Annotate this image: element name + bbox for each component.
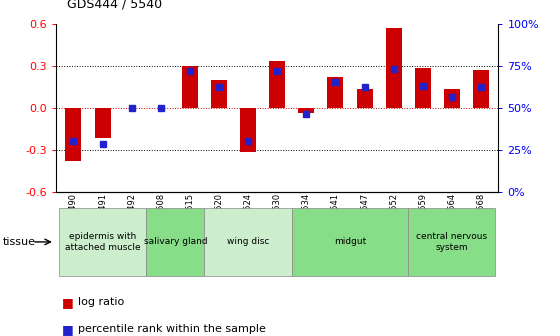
Text: central nervous
system: central nervous system [416, 232, 487, 252]
Text: wing disc: wing disc [227, 238, 269, 246]
Bar [211, 80, 227, 108]
Bar [473, 70, 489, 108]
Bar [298, 108, 314, 113]
Text: GDS444 / 5540: GDS444 / 5540 [67, 0, 162, 10]
Bar [328, 77, 343, 108]
Bar [408, 208, 496, 276]
Bar [415, 68, 431, 108]
Bar [292, 208, 408, 276]
Text: epidermis with
attached muscle: epidermis with attached muscle [65, 232, 141, 252]
Text: ■: ■ [62, 296, 73, 309]
Text: percentile rank within the sample: percentile rank within the sample [78, 324, 266, 334]
Text: ■: ■ [62, 323, 73, 336]
Bar [240, 108, 256, 152]
Bar [204, 208, 292, 276]
Bar [357, 89, 372, 108]
Bar [269, 61, 285, 108]
Bar [66, 108, 81, 161]
Text: midgut: midgut [334, 238, 366, 246]
Bar [444, 89, 460, 108]
Bar [146, 208, 204, 276]
Bar [386, 28, 402, 108]
Text: salivary gland: salivary gland [143, 238, 207, 246]
Text: tissue: tissue [3, 237, 36, 247]
Bar [95, 108, 110, 138]
Text: log ratio: log ratio [78, 297, 125, 307]
Bar [182, 66, 198, 108]
Bar [59, 208, 146, 276]
